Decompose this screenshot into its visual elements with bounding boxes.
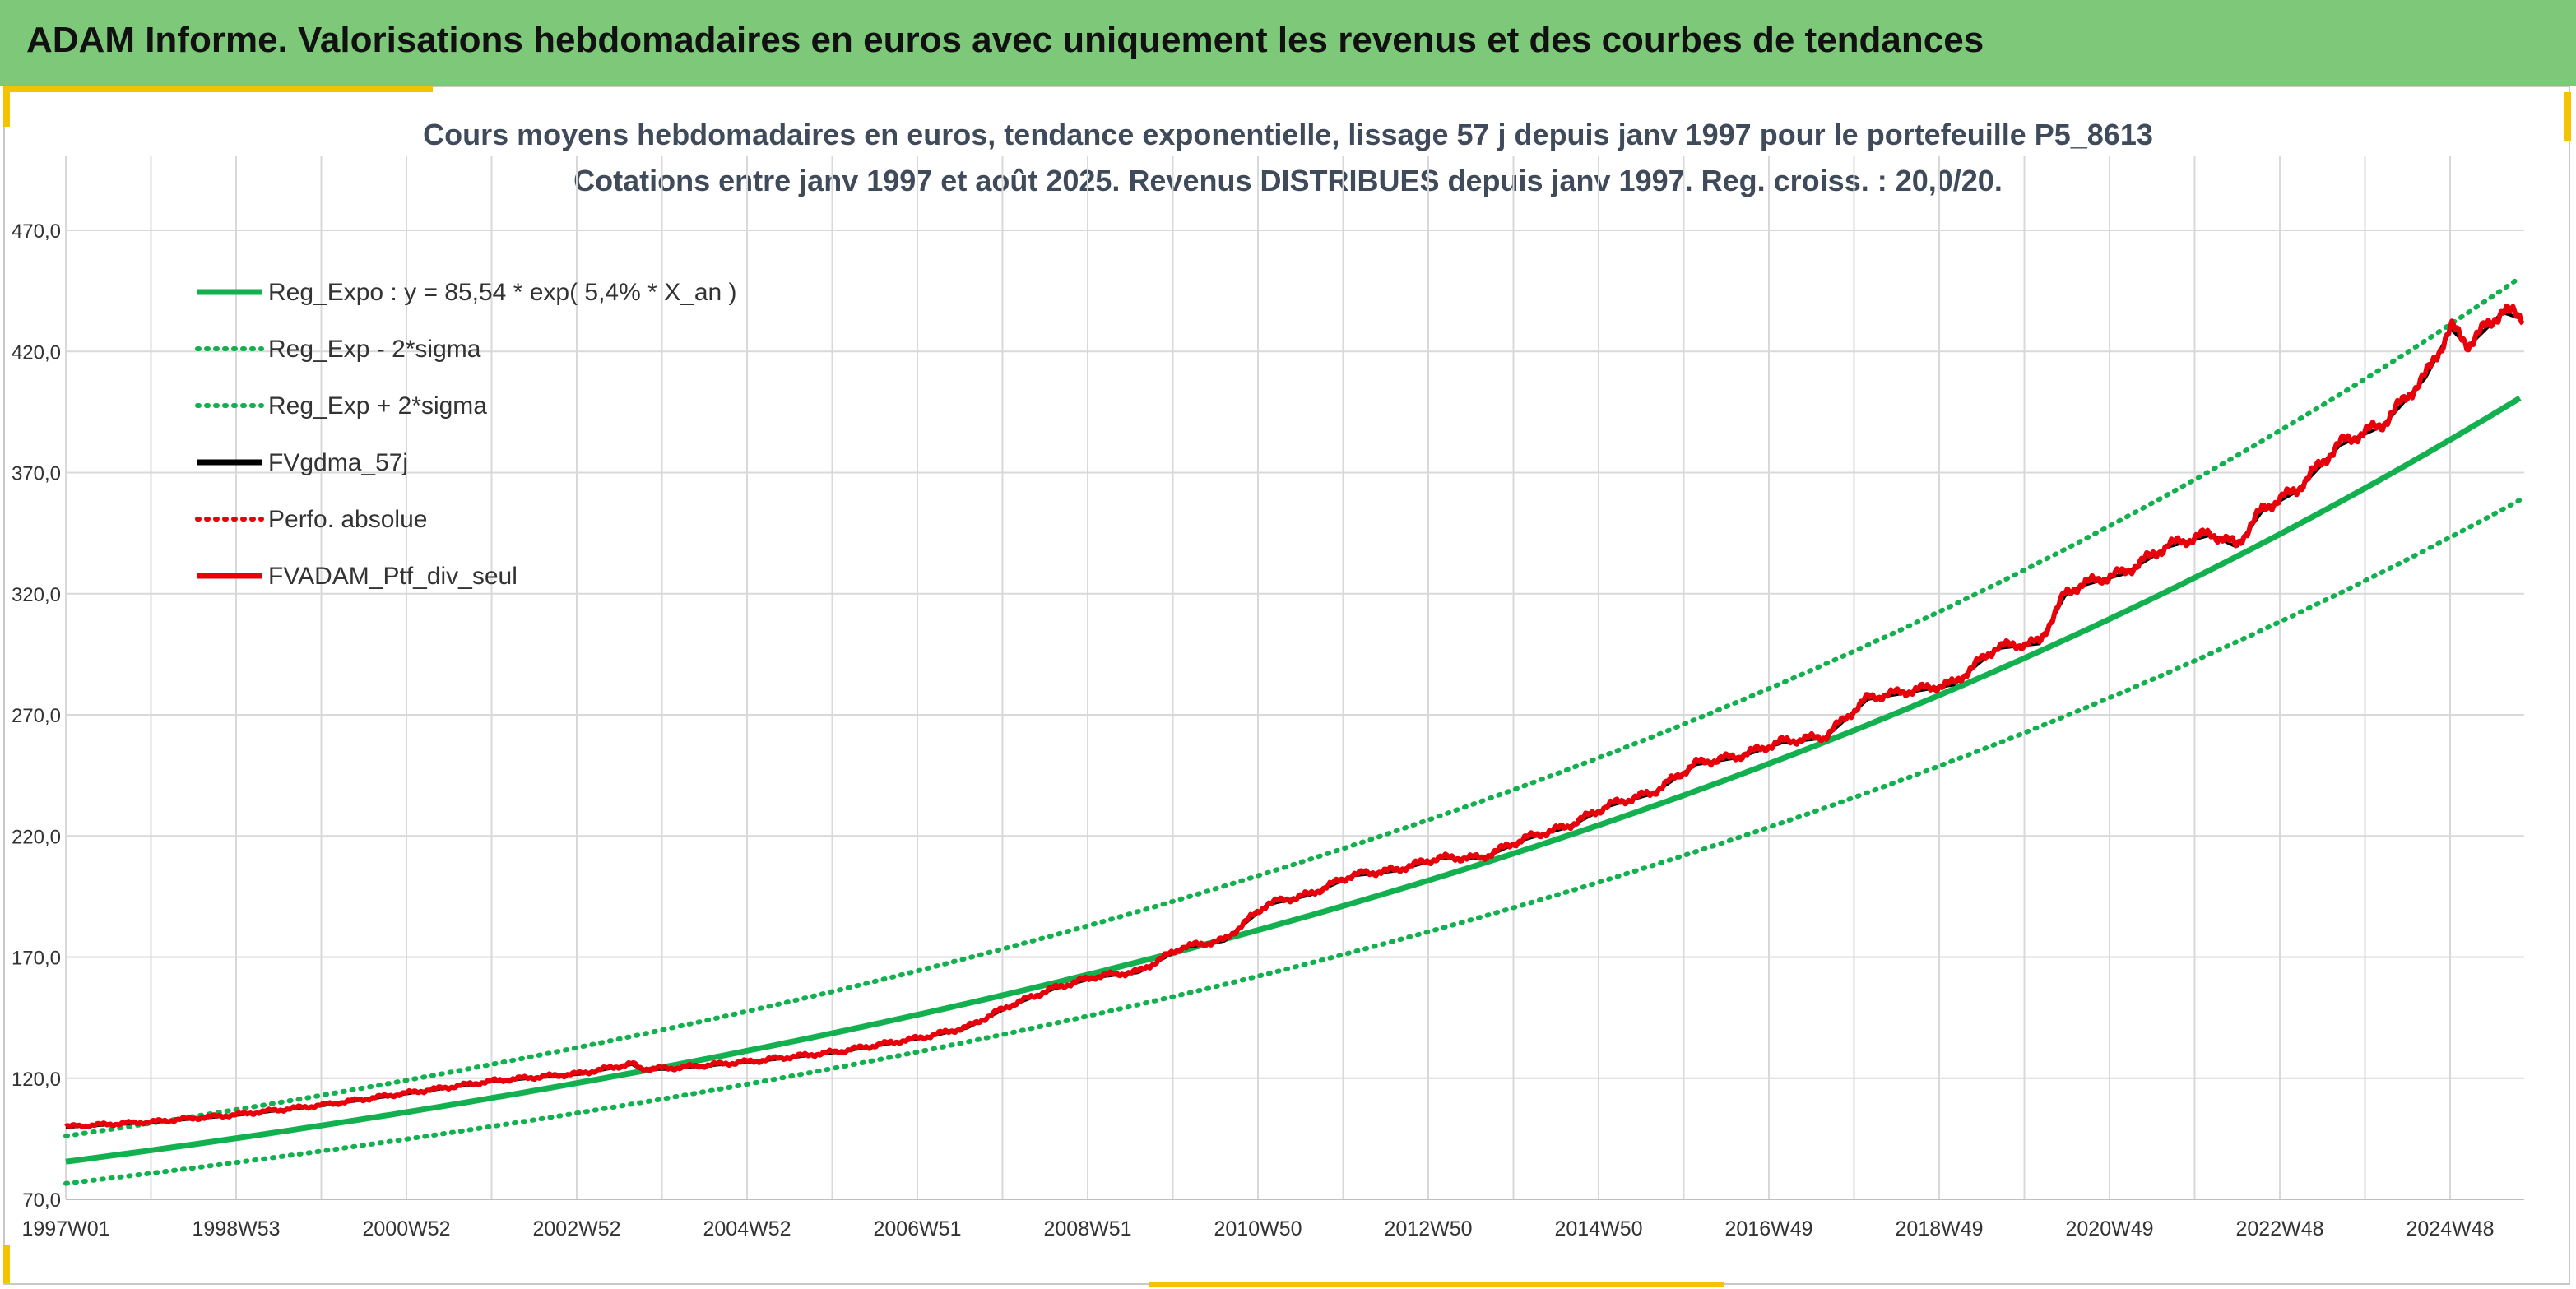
x-tick-label: 1997W01	[21, 1217, 109, 1240]
x-tick-label: 2022W48	[2235, 1217, 2323, 1240]
x-tick-label: 2016W49	[1724, 1217, 1812, 1240]
legend-label: Reg_Exp + 2*sigma	[268, 392, 487, 420]
series-fvadam-ptf	[64, 304, 2525, 1130]
y-tick-label: 420,0	[12, 341, 61, 364]
y-tick-label: 220,0	[12, 826, 61, 848]
accent-bar-top-left	[3, 86, 433, 92]
y-tick-label: 370,0	[12, 463, 61, 485]
y-tick-label: 170,0	[12, 948, 61, 970]
accent-bar-bottom-left	[3, 1245, 10, 1283]
title-banner: ADAM Informe. Valorisations hebdomadaire…	[0, 0, 2576, 86]
legend-label: FVADAM_Ptf_div_seul	[268, 563, 518, 590]
y-tick-label: 120,0	[12, 1069, 61, 1091]
accent-bar-left-edge	[3, 86, 10, 127]
x-tick-label: 2004W52	[703, 1217, 791, 1240]
chart-subtitle: Cotations entre janv 1997 et août 2025. …	[573, 164, 2003, 197]
legend-label: Reg_Expo : y = 85,54 * exp( 5,4% * X_an …	[268, 279, 737, 306]
y-tick-label: 470,0	[12, 220, 61, 243]
x-tick-label: 2008W51	[1043, 1217, 1131, 1240]
legend-label: Perfo. absolue	[268, 506, 427, 533]
y-tick-label: 320,0	[12, 584, 61, 606]
x-tick-label: 2000W52	[362, 1217, 450, 1240]
y-tick-label: 70,0	[22, 1189, 61, 1212]
chart-title: Cours moyens hebdomadaires en euros, ten…	[423, 118, 2153, 151]
x-tick-label: 2018W49	[1895, 1217, 1983, 1240]
x-tick-label: 2002W52	[532, 1217, 620, 1240]
x-tick-label: 2012W50	[1384, 1217, 1472, 1240]
legend-label: Reg_Exp - 2*sigma	[268, 336, 481, 363]
y-tick-label: 270,0	[12, 705, 61, 727]
series-exp-trend	[65, 395, 2522, 1165]
x-tick-label: 1998W53	[192, 1217, 280, 1240]
accent-bar-bottom-mid	[1149, 1282, 1724, 1287]
series-lower-sigma	[63, 497, 2523, 1186]
x-tick-label: 2020W49	[2065, 1217, 2153, 1240]
series-upper-sigma	[63, 275, 2523, 1138]
x-tick-label: 2014W50	[1554, 1217, 1642, 1240]
x-tick-label: 2024W48	[2406, 1217, 2494, 1240]
legend-label: FVgdma_57j	[268, 449, 408, 476]
x-tick-label: 2010W50	[1214, 1217, 1302, 1240]
x-tick-label: 2006W51	[873, 1217, 961, 1240]
series-fvgdma-57j	[65, 310, 2523, 1129]
accent-bar-right	[2564, 92, 2571, 141]
banner-title: ADAM Informe. Valorisations hebdomadaire…	[26, 20, 1984, 60]
